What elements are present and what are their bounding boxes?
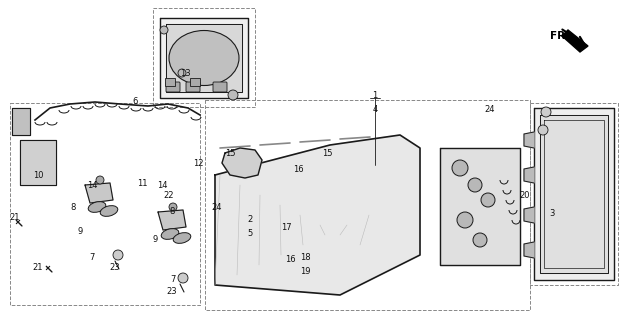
Text: 23: 23 [110, 262, 120, 271]
Polygon shape [524, 167, 534, 183]
Polygon shape [215, 135, 420, 295]
Polygon shape [562, 30, 588, 52]
Text: 19: 19 [300, 268, 310, 276]
Text: 24: 24 [485, 106, 495, 115]
Text: 6: 6 [132, 97, 138, 106]
Circle shape [113, 250, 123, 260]
Text: 21: 21 [33, 263, 43, 273]
Text: 17: 17 [281, 223, 292, 233]
Polygon shape [524, 132, 534, 148]
Text: 3: 3 [549, 209, 554, 218]
Circle shape [538, 125, 548, 135]
Bar [190, 78, 200, 86]
Polygon shape [440, 148, 520, 265]
Polygon shape [85, 183, 113, 203]
FancyBboxPatch shape [213, 82, 227, 92]
Circle shape [96, 176, 104, 184]
Polygon shape [222, 148, 262, 178]
Text: 7: 7 [89, 252, 95, 261]
Polygon shape [160, 18, 248, 98]
Circle shape [228, 90, 238, 100]
Text: 11: 11 [137, 179, 147, 188]
Text: 1: 1 [373, 92, 378, 100]
Text: 21: 21 [10, 213, 21, 222]
Ellipse shape [88, 202, 106, 212]
Text: 12: 12 [193, 158, 203, 167]
Text: 20: 20 [520, 190, 530, 199]
Text: 2: 2 [247, 215, 252, 225]
Circle shape [481, 193, 495, 207]
Polygon shape [158, 210, 186, 230]
Text: 15: 15 [225, 148, 235, 157]
Text: 10: 10 [33, 171, 43, 180]
Text: 8: 8 [169, 207, 174, 217]
Circle shape [452, 160, 468, 176]
Polygon shape [20, 140, 56, 185]
Text: 8: 8 [70, 204, 75, 212]
Ellipse shape [100, 206, 118, 216]
Ellipse shape [169, 30, 239, 85]
Bar [165, 78, 175, 86]
Text: 22: 22 [164, 190, 174, 199]
FancyBboxPatch shape [186, 82, 200, 92]
Text: FR.: FR. [550, 31, 569, 41]
Text: 18: 18 [300, 253, 310, 262]
Text: 16: 16 [293, 165, 303, 174]
Polygon shape [524, 207, 534, 223]
Ellipse shape [161, 228, 179, 239]
Circle shape [473, 233, 487, 247]
Text: 15: 15 [321, 149, 332, 158]
Text: 16: 16 [285, 255, 295, 265]
Text: 23: 23 [167, 287, 178, 297]
Text: 13: 13 [179, 68, 190, 77]
Circle shape [178, 69, 186, 77]
Text: 14: 14 [157, 180, 167, 189]
Polygon shape [524, 242, 534, 258]
Text: 5: 5 [247, 229, 252, 238]
Circle shape [457, 212, 473, 228]
Text: 24: 24 [212, 203, 222, 212]
Text: 9: 9 [153, 236, 158, 244]
Circle shape [468, 178, 482, 192]
Polygon shape [166, 24, 242, 92]
Text: 14: 14 [87, 180, 97, 189]
Text: 7: 7 [170, 276, 176, 284]
Polygon shape [12, 108, 30, 135]
Circle shape [178, 273, 188, 283]
Circle shape [160, 26, 168, 34]
Circle shape [541, 107, 551, 117]
Polygon shape [534, 108, 614, 280]
Ellipse shape [173, 233, 191, 244]
FancyBboxPatch shape [166, 82, 180, 92]
Polygon shape [540, 115, 608, 273]
Circle shape [169, 203, 177, 211]
Text: 4: 4 [373, 106, 378, 115]
Text: 9: 9 [77, 228, 83, 236]
